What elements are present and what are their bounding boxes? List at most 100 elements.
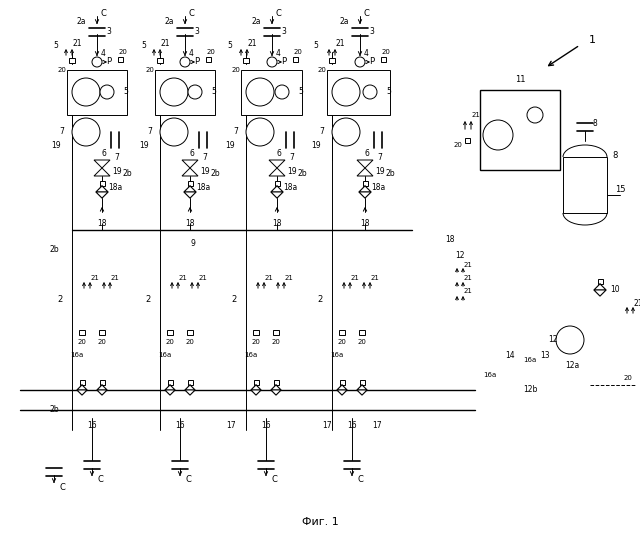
Polygon shape: [271, 192, 283, 198]
Polygon shape: [96, 192, 108, 198]
Text: 21: 21: [463, 262, 472, 268]
Bar: [99, 330, 105, 335]
Bar: [157, 58, 163, 63]
Text: 21: 21: [351, 275, 360, 281]
Circle shape: [92, 57, 102, 67]
Polygon shape: [251, 385, 261, 390]
Polygon shape: [269, 168, 285, 176]
Text: 20: 20: [118, 49, 127, 55]
Circle shape: [188, 85, 202, 99]
Polygon shape: [359, 186, 371, 192]
Text: 5: 5: [211, 88, 216, 97]
Text: 19: 19: [287, 168, 297, 177]
Bar: [339, 330, 345, 335]
Bar: [339, 380, 344, 385]
Polygon shape: [184, 186, 196, 192]
Polygon shape: [271, 385, 281, 390]
Text: 21: 21: [91, 275, 99, 281]
Text: 21: 21: [463, 288, 472, 294]
Text: 6: 6: [189, 150, 195, 159]
Bar: [167, 330, 173, 335]
Circle shape: [355, 57, 365, 67]
Text: 2b: 2b: [385, 169, 395, 177]
Text: P: P: [106, 58, 111, 67]
Text: 19: 19: [225, 142, 235, 151]
Bar: [563, 157, 607, 213]
Text: 19: 19: [112, 168, 122, 177]
Text: 20: 20: [166, 339, 175, 345]
Text: 18a: 18a: [283, 184, 297, 192]
Circle shape: [363, 85, 377, 99]
Text: 21: 21: [371, 275, 380, 281]
Text: 21: 21: [198, 275, 207, 281]
Circle shape: [275, 85, 289, 99]
Text: 21: 21: [264, 275, 273, 281]
Circle shape: [160, 78, 188, 106]
Circle shape: [180, 57, 190, 67]
Text: 18: 18: [272, 219, 282, 229]
Bar: [253, 380, 259, 385]
Text: 4: 4: [276, 50, 280, 59]
Text: 21: 21: [335, 40, 345, 49]
Polygon shape: [97, 385, 107, 390]
Text: 5: 5: [314, 42, 319, 51]
Text: 2a: 2a: [339, 18, 349, 27]
Text: 9: 9: [191, 240, 195, 248]
Text: 20: 20: [252, 339, 260, 345]
Text: 20: 20: [317, 67, 326, 73]
Text: 18: 18: [360, 219, 370, 229]
Bar: [253, 330, 259, 335]
Text: 2b: 2b: [210, 169, 220, 177]
Text: 7: 7: [319, 128, 324, 137]
Text: 2: 2: [232, 295, 237, 304]
Text: 20: 20: [186, 339, 195, 345]
Text: 21: 21: [463, 275, 472, 281]
Text: 5: 5: [123, 88, 128, 97]
Text: 4: 4: [364, 50, 369, 59]
Text: 14: 14: [505, 350, 515, 359]
Text: 20: 20: [381, 49, 390, 55]
Polygon shape: [251, 390, 261, 395]
Text: 12a: 12a: [565, 360, 579, 370]
Text: 10: 10: [610, 286, 620, 294]
Text: 20: 20: [97, 339, 106, 345]
Text: 20: 20: [77, 339, 86, 345]
Text: 2b: 2b: [49, 246, 59, 255]
Text: 13: 13: [540, 350, 550, 359]
Polygon shape: [77, 385, 87, 390]
Text: Фиг. 1: Фиг. 1: [301, 517, 339, 527]
Circle shape: [100, 85, 114, 99]
Text: 5: 5: [228, 42, 232, 51]
Polygon shape: [94, 160, 110, 168]
Text: 2: 2: [317, 295, 323, 304]
Text: 19: 19: [311, 142, 321, 151]
Bar: [241, 70, 302, 115]
Text: 16: 16: [175, 421, 185, 430]
Circle shape: [527, 107, 543, 123]
Text: 3: 3: [369, 27, 374, 36]
Text: 21: 21: [633, 300, 640, 309]
Bar: [79, 330, 85, 335]
Polygon shape: [96, 186, 108, 192]
Text: 8: 8: [612, 151, 618, 160]
Polygon shape: [97, 390, 107, 395]
Polygon shape: [359, 192, 371, 198]
Polygon shape: [357, 168, 373, 176]
Text: 18a: 18a: [108, 184, 122, 192]
Text: 16: 16: [347, 421, 357, 430]
Text: P: P: [369, 58, 374, 67]
Text: 7: 7: [203, 153, 207, 162]
Polygon shape: [94, 168, 110, 176]
Text: 16: 16: [261, 421, 271, 430]
Text: 2a: 2a: [76, 18, 86, 27]
Polygon shape: [357, 390, 367, 395]
Text: P: P: [282, 58, 287, 67]
Circle shape: [332, 78, 360, 106]
Text: 21: 21: [247, 40, 257, 49]
Polygon shape: [182, 168, 198, 176]
Text: 4: 4: [100, 50, 106, 59]
Text: 19: 19: [375, 168, 385, 177]
Polygon shape: [337, 385, 347, 390]
Text: P: P: [195, 58, 200, 67]
Text: 7: 7: [115, 153, 120, 162]
